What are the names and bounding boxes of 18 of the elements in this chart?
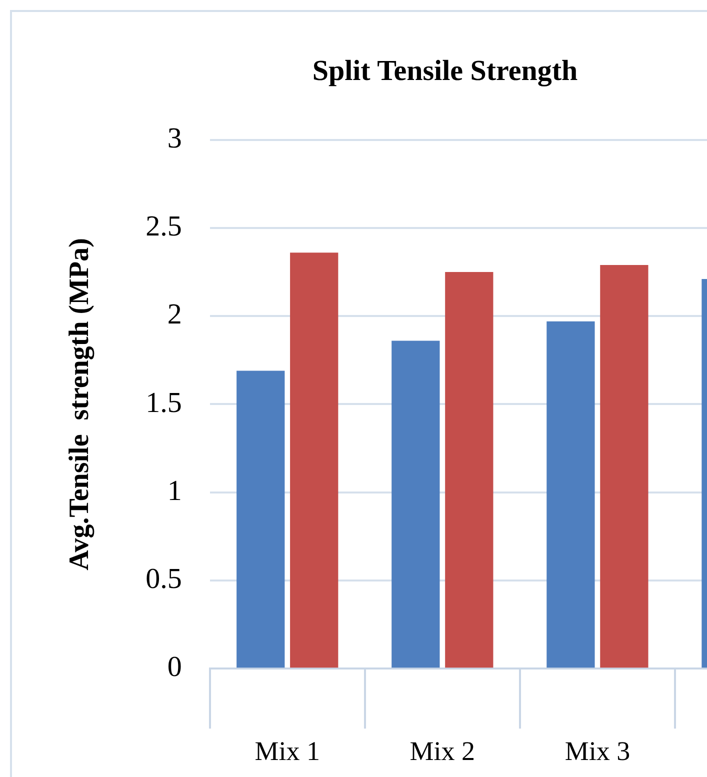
y-tick-label: 0 <box>167 651 182 684</box>
x-tick-label: Mix 2 <box>410 736 476 766</box>
bar <box>236 370 285 668</box>
y-tick-label: 1.5 <box>146 386 182 419</box>
y-tick-label: 0.5 <box>146 563 182 596</box>
bar <box>392 340 440 668</box>
chart-title: Split Tensile Strength <box>312 54 578 87</box>
bar <box>290 252 338 668</box>
y-axis-title: Avg.Tensile strength (MPa) <box>64 238 96 570</box>
bar <box>546 321 595 668</box>
x-tick-label: Mix 3 <box>564 736 630 766</box>
y-tick-label: 1 <box>167 474 182 507</box>
y-tick-label: 3 <box>167 122 182 154</box>
bar <box>445 272 494 668</box>
y-tick-label: 2 <box>167 298 182 331</box>
y-tick-label: 2.5 <box>146 210 182 243</box>
bar <box>600 264 648 668</box>
x-tick-label: Mix 1 <box>254 736 320 766</box>
